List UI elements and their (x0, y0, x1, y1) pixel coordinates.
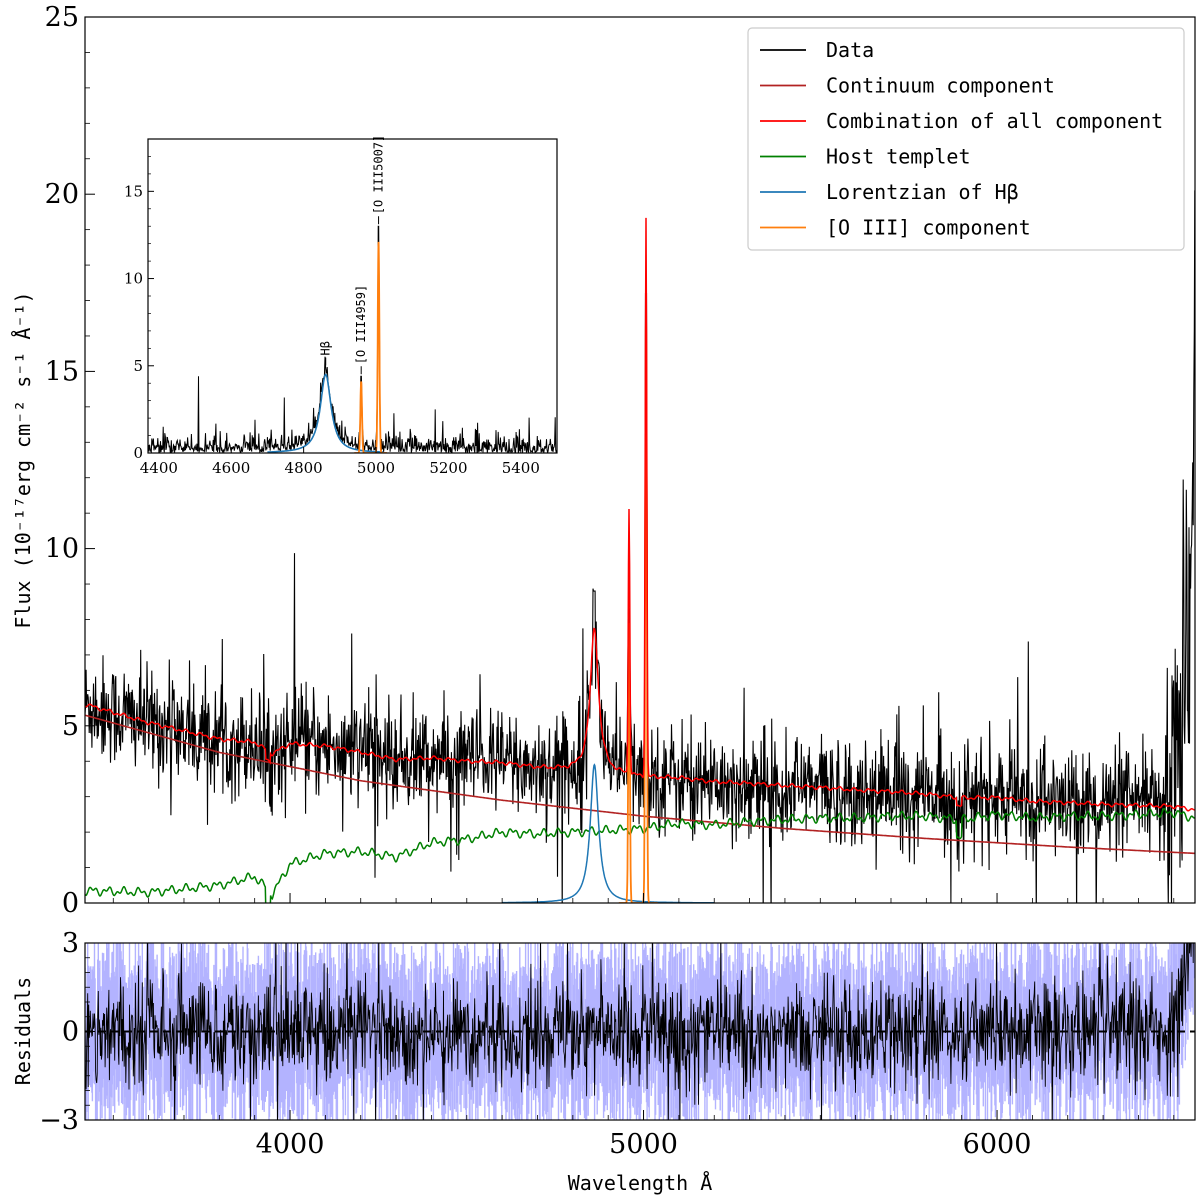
line-annotation-label: Hβ (319, 341, 333, 355)
inset-x-tick-label: 5200 (429, 459, 467, 477)
residual-y-tick-label: 3 (62, 928, 79, 959)
legend-label: Data (826, 38, 874, 62)
data-series-line (85, 190, 1195, 903)
inset-background (148, 139, 557, 453)
main-y-axis-label: Flux (10⁻¹⁷erg cm⁻² s⁻¹ Å⁻¹) (11, 291, 35, 628)
inset-x-tick-label: 4600 (212, 459, 250, 477)
y-tick-label: 0 (62, 888, 79, 919)
y-tick-label: 15 (45, 356, 79, 387)
residual-line (85, 943, 1194, 1120)
inset-y-tick-label: 5 (133, 357, 143, 375)
legend-label: [O III] component (826, 216, 1031, 240)
inset-x-tick-label: 5400 (502, 459, 540, 477)
inset-panel: 0 5 10 15 4400 4600 4800 5000 5200 5400 Hβ [O III4… (124, 135, 558, 477)
main-plot-area (85, 190, 1195, 903)
inset-y-tick-label: 15 (124, 182, 143, 200)
inset-annotations: Hβ [O III4959] [O III5007] (319, 135, 386, 375)
legend-label: Lorentzian of Hβ (826, 180, 1019, 204)
y-tick-label: 5 (62, 711, 79, 742)
residuals-panel: −3 0 3 4000 5000 6000 (39, 928, 1196, 1160)
legend-label: Continuum component (826, 74, 1055, 98)
residuals-axes: −3 0 3 4000 5000 6000 (39, 928, 1175, 1160)
inset-y-tick-label: 10 (124, 270, 143, 288)
y-tick-label: 20 (45, 179, 79, 210)
y-tick-label: 10 (45, 534, 79, 565)
x-tick-label: 4000 (256, 1129, 325, 1160)
inset-x-tick-label: 4800 (285, 459, 323, 477)
main-plot-frame (84, 16, 1196, 904)
main-axes: 0 5 10 15 20 25 (45, 2, 1175, 919)
residuals-plot-area (85, 943, 1195, 1120)
inset-y-tick-label: 0 (133, 444, 143, 462)
inset-data-line (148, 225, 557, 453)
host-template-line (85, 807, 1195, 903)
line-annotation-label: [O III4959] (354, 285, 368, 364)
line-annotation-label: [O III5007] (372, 135, 386, 214)
inset-axes: 0 5 10 15 4400 4600 4800 5000 5200 5400 (124, 156, 540, 477)
residuals-y-axis-label: Residuals (11, 977, 35, 1085)
x-axis-label: Wavelength Å (568, 1171, 713, 1195)
residual-y-tick-label: −3 (39, 1105, 79, 1136)
inset-x-tick-label: 5000 (357, 459, 395, 477)
legend-label: Combination of all component (826, 109, 1163, 133)
legend-label: Host templet (826, 145, 971, 169)
y-tick-label: 25 (45, 2, 79, 33)
inset-x-tick-label: 4400 (140, 459, 178, 477)
x-tick-label: 6000 (963, 1129, 1032, 1160)
residual-y-tick-label: 0 (62, 1017, 79, 1048)
combination-all-components-line (85, 217, 1195, 812)
legend-box (747, 27, 1185, 251)
x-tick-label: 5000 (609, 1129, 678, 1160)
main-panel: 0 5 10 15 20 25 (45, 2, 1196, 919)
legend: Data Continuum component Combination of al… (747, 27, 1185, 251)
